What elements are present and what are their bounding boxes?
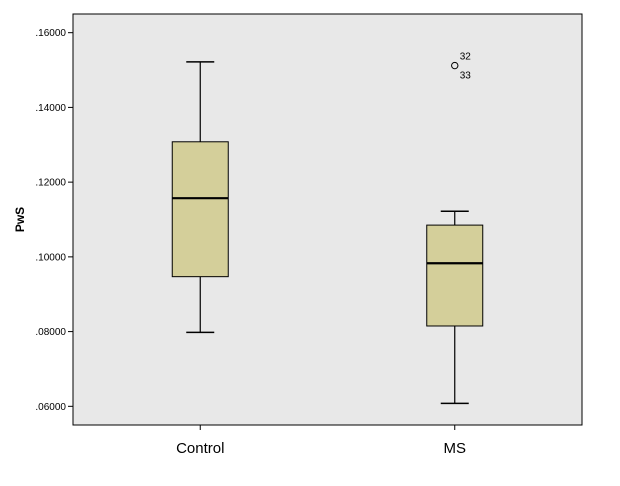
box-iqr [426, 224, 484, 327]
y-tick-label: .12000 [35, 178, 66, 189]
y-tick-label: .10000 [35, 252, 66, 263]
y-tick-label: .08000 [35, 327, 66, 338]
boxes-group: 32 33 [171, 52, 484, 405]
y-tick-label: .14000 [35, 103, 66, 114]
y-tick-label: .06000 [35, 402, 66, 413]
y-axis: .06000 .08000 .10000 .12000 .14000 .16000 [35, 28, 73, 413]
x-category-label: MS [444, 440, 467, 457]
plot-area [72, 13, 583, 426]
x-category-label: Control [176, 440, 224, 457]
outlier-label: 33 [460, 71, 472, 82]
x-axis: Control MS [176, 425, 466, 457]
outlier-point [451, 61, 459, 70]
y-tick-label: .16000 [35, 28, 66, 39]
y-axis-title: PwS [13, 207, 27, 232]
outlier-label: 32 [460, 52, 472, 63]
box-iqr [171, 141, 229, 278]
